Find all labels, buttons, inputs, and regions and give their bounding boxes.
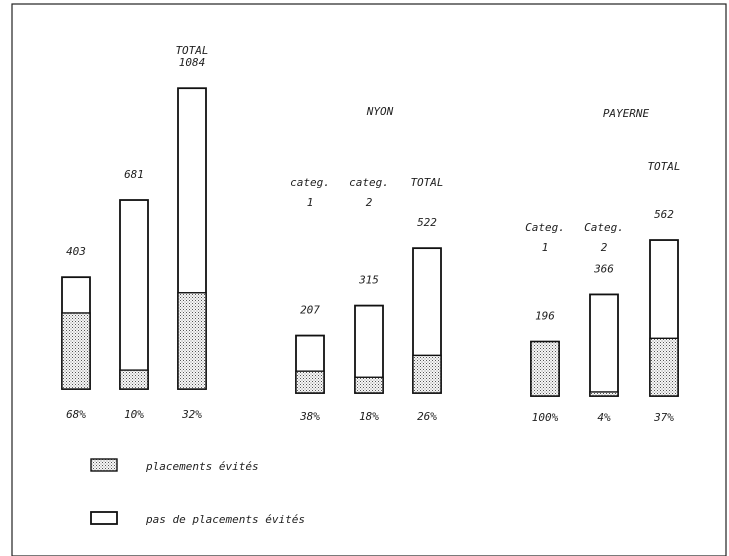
- total-label: 562: [654, 208, 674, 221]
- bar-avoided: [589, 391, 619, 397]
- bar-label: categ.: [290, 176, 330, 189]
- percent-label: 10%: [124, 408, 144, 421]
- bar-label: TOTAL: [410, 176, 443, 189]
- percent-label: 18%: [359, 410, 379, 423]
- bar-avoided: [177, 292, 207, 390]
- total-label: 196: [535, 310, 555, 323]
- percent-label: 38%: [299, 410, 320, 423]
- percent-label: 68%: [66, 408, 86, 421]
- total-label: 366: [593, 262, 614, 275]
- total-label: 1084: [179, 56, 206, 69]
- bar-avoided: [649, 337, 679, 397]
- percent-label: 26%: [417, 410, 437, 423]
- bar-total: [589, 293, 619, 397]
- bar-avoided: [61, 312, 91, 390]
- bar-avoided: [295, 370, 325, 394]
- bar-avoided: [412, 354, 442, 394]
- bar-total: [119, 199, 149, 390]
- total-label: 403: [66, 245, 86, 258]
- legend-label: placements évités: [145, 460, 259, 473]
- bar-label: Categ.: [584, 221, 624, 234]
- bar-avoided: [530, 340, 560, 397]
- group-name: PAYERNE: [603, 107, 650, 120]
- legend: placements évités pas de placements évité…: [90, 458, 305, 526]
- bar-label: Categ.: [525, 221, 565, 234]
- bar-label: 2: [601, 241, 608, 254]
- bar-avoided: [119, 369, 149, 390]
- legend-swatch: [90, 458, 118, 472]
- percent-label: 100%: [532, 411, 559, 424]
- bar-label: 2: [366, 196, 373, 209]
- group-name: NYON: [366, 105, 394, 118]
- chart-frame: [11, 3, 727, 556]
- percent-label: 37%: [653, 411, 674, 424]
- bar-label: 1: [307, 196, 314, 209]
- bar-label: 1: [542, 241, 549, 254]
- percent-label: 4%: [597, 411, 611, 424]
- bar-label: TOTAL: [647, 160, 680, 173]
- total-label: 207: [300, 304, 320, 317]
- bar-label: TOTAL: [175, 44, 208, 57]
- total-label: 522: [417, 216, 437, 229]
- total-label: 315: [358, 274, 379, 287]
- bar-avoided: [354, 376, 384, 394]
- legend-label: pas de placements évités: [145, 513, 305, 526]
- percent-label: 32%: [181, 408, 202, 421]
- total-label: 681: [124, 168, 144, 181]
- legend-swatch: [90, 511, 118, 525]
- bar-label: categ.: [349, 176, 389, 189]
